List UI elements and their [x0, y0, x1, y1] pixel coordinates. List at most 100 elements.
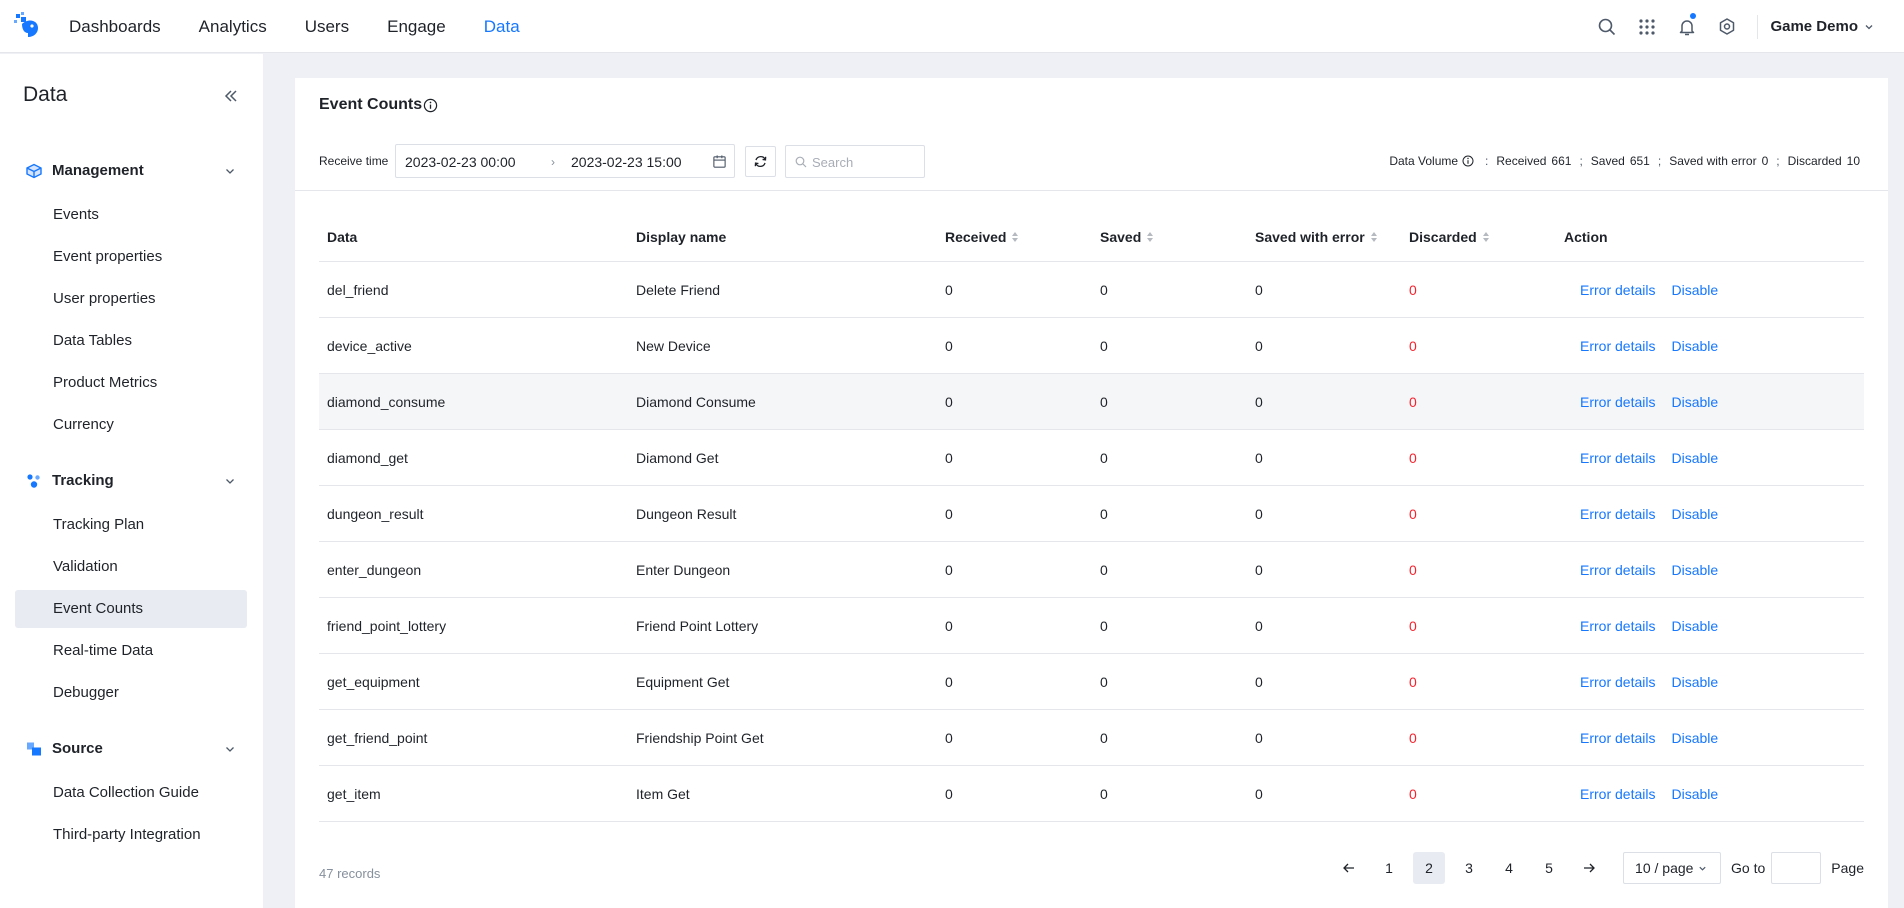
- collapse-sidebar-icon[interactable]: [222, 87, 240, 105]
- chevron-down-icon[interactable]: [224, 165, 236, 177]
- sort-icon[interactable]: [1482, 231, 1489, 242]
- error-details-link[interactable]: Error details: [1580, 393, 1656, 410]
- calendar-icon[interactable]: [712, 154, 727, 169]
- sort-icon[interactable]: [1012, 231, 1019, 242]
- disable-link[interactable]: Disable: [1671, 785, 1719, 802]
- search-box: [785, 145, 925, 178]
- column-header-saved[interactable]: Saved: [1092, 229, 1247, 245]
- disable-link[interactable]: Disable: [1671, 561, 1719, 578]
- disable-link[interactable]: Disable: [1671, 505, 1719, 522]
- refresh-icon: [754, 155, 767, 168]
- error-details-link[interactable]: Error details: [1580, 785, 1656, 802]
- error-details-link[interactable]: Error details: [1580, 449, 1656, 466]
- goto-page-input[interactable]: [1771, 852, 1822, 884]
- chevron-down-icon[interactable]: [224, 475, 236, 487]
- apps-grid-icon[interactable]: [1627, 0, 1667, 53]
- chevron-down-icon[interactable]: [224, 743, 236, 755]
- disable-link[interactable]: Disable: [1671, 281, 1719, 298]
- cell-saved-error: 0: [1255, 561, 1263, 578]
- sidebar-item-events[interactable]: Events: [15, 196, 247, 234]
- error-details-link[interactable]: Error details: [1580, 617, 1656, 634]
- settings-gear-icon[interactable]: [1707, 0, 1747, 53]
- page-button-2[interactable]: 2: [1413, 852, 1446, 884]
- sidebar-item-debugger[interactable]: Debugger: [15, 674, 247, 712]
- separator: ;: [1657, 154, 1662, 168]
- sidebar-group-source[interactable]: Source: [0, 728, 263, 770]
- receive-time-label: Receive time: [319, 154, 389, 168]
- nav-item-analytics[interactable]: Analytics: [198, 17, 267, 36]
- error-details-link[interactable]: Error details: [1580, 561, 1656, 578]
- cell-saved-error: 0: [1255, 785, 1263, 802]
- event-counts-table: Data Display name Received Saved Saved with …: [319, 212, 1864, 822]
- page-button-4[interactable]: 4: [1505, 860, 1513, 876]
- disable-link[interactable]: Disable: [1671, 393, 1719, 410]
- notification-bell-icon[interactable]: [1667, 0, 1707, 53]
- sidebar-item-real-time-data[interactable]: Real-time Data: [15, 632, 247, 670]
- disable-link[interactable]: Disable: [1671, 673, 1719, 690]
- project-switcher[interactable]: Game Demo: [1770, 18, 1874, 35]
- sidebar-group-tracking[interactable]: Tracking: [0, 460, 263, 502]
- chevron-down-icon: [1865, 24, 1873, 29]
- date-range-picker[interactable]: 2023-02-23 00:00 › 2023-02-23 15:00: [395, 144, 735, 178]
- saved-with-error-count: 0: [1761, 154, 1769, 168]
- sidebar-item-third-party-integration[interactable]: Third-party Integration: [15, 816, 247, 854]
- cell-discarded: 0: [1409, 785, 1417, 802]
- info-icon[interactable]: [1462, 155, 1474, 167]
- column-header-discarded[interactable]: Discarded: [1401, 229, 1556, 245]
- cell-saved-error: 0: [1255, 449, 1263, 466]
- info-icon[interactable]: [423, 98, 438, 113]
- nav-item-users[interactable]: Users: [304, 17, 350, 36]
- sidebar-item-tracking-plan[interactable]: Tracking Plan: [15, 506, 247, 544]
- error-details-link[interactable]: Error details: [1580, 505, 1656, 522]
- error-details-link[interactable]: Error details: [1580, 729, 1656, 746]
- separator: :: [1485, 154, 1489, 168]
- nav-item-dashboards[interactable]: Dashboards: [69, 17, 161, 36]
- sort-icon[interactable]: [1147, 231, 1154, 242]
- page-button-3[interactable]: 3: [1465, 860, 1473, 876]
- prev-page-button[interactable]: [1333, 852, 1365, 884]
- sidebar-item-label: Third-party Integration: [53, 826, 201, 843]
- page-button-1[interactable]: 1: [1385, 860, 1393, 876]
- sidebar-item-validation[interactable]: Validation: [15, 548, 247, 586]
- page-button-5[interactable]: 5: [1545, 860, 1553, 876]
- sidebar-title: Data: [23, 83, 68, 106]
- search-input[interactable]: [812, 152, 920, 172]
- cell-actions: Error details Disable: [1556, 674, 1864, 690]
- column-header-saved-with-error[interactable]: Saved with error: [1247, 229, 1401, 245]
- search-icon[interactable]: [1587, 0, 1627, 53]
- table-row: diamond_get Diamond Get 0 0 0 0 Error details D…: [319, 430, 1864, 486]
- sidebar-item-data-collection-guide[interactable]: Data Collection Guide: [15, 774, 247, 812]
- app-logo[interactable]: [14, 12, 42, 40]
- sidebar-item-label: Tracking Plan: [53, 516, 145, 533]
- disable-link[interactable]: Disable: [1671, 449, 1719, 466]
- cell-saved: 0: [1100, 393, 1108, 410]
- sidebar-item-user-properties[interactable]: User properties: [15, 280, 247, 318]
- next-page-button[interactable]: [1573, 852, 1605, 884]
- cell-discarded: 0: [1409, 729, 1417, 746]
- sort-icon[interactable]: [1370, 231, 1377, 242]
- sidebar-item-product-metrics[interactable]: Product Metrics: [15, 364, 247, 402]
- sidebar-item-event-properties[interactable]: Event properties: [15, 238, 247, 276]
- date-from[interactable]: 2023-02-23 00:00: [405, 154, 516, 170]
- cell-received: 0: [945, 617, 953, 634]
- column-header-received[interactable]: Received: [937, 229, 1092, 245]
- error-details-link[interactable]: Error details: [1580, 281, 1656, 298]
- cell-saved: 0: [1100, 561, 1108, 578]
- sidebar-item-currency[interactable]: Currency: [15, 406, 247, 444]
- sidebar-item-event-counts[interactable]: Event Counts: [15, 590, 247, 628]
- disable-link[interactable]: Disable: [1671, 337, 1719, 354]
- refresh-button[interactable]: [745, 146, 776, 177]
- date-to[interactable]: 2023-02-23 15:00: [571, 154, 682, 170]
- sidebar-group-management[interactable]: Management: [0, 150, 263, 192]
- cell-display: Item Get: [636, 785, 690, 802]
- cell-display: New Device: [636, 337, 711, 354]
- disable-link[interactable]: Disable: [1671, 617, 1719, 634]
- disable-link[interactable]: Disable: [1671, 729, 1719, 746]
- error-details-link[interactable]: Error details: [1580, 673, 1656, 690]
- nav-item-data[interactable]: Data: [483, 17, 520, 36]
- page-size-select[interactable]: 10 / page: [1623, 852, 1722, 884]
- nav-item-engage[interactable]: Engage: [387, 17, 446, 36]
- page-title: Event Counts: [319, 96, 423, 113]
- sidebar-item-data-tables[interactable]: Data Tables: [15, 322, 247, 360]
- error-details-link[interactable]: Error details: [1580, 337, 1656, 354]
